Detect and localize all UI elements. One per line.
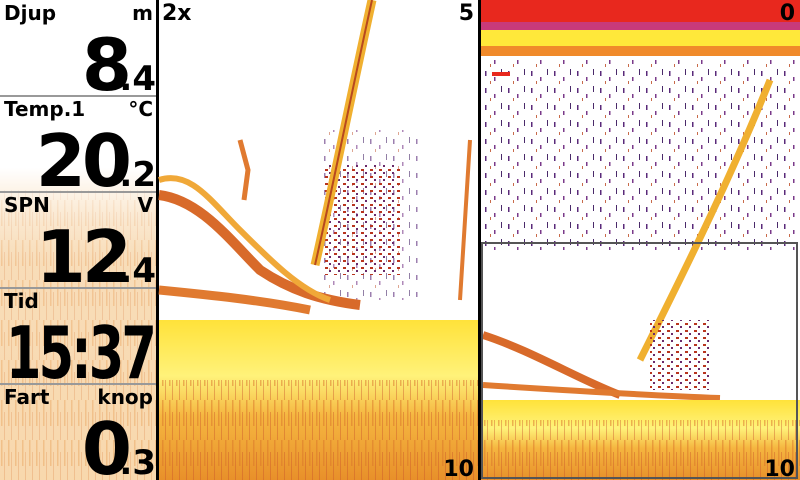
- depth-bottom: 10: [443, 457, 474, 480]
- readout-label: Temp.1: [4, 97, 85, 121]
- readout-value: 0: [82, 407, 129, 480]
- echo-hook: [458, 139, 472, 301]
- depth-bottom: 10: [764, 457, 795, 480]
- row-divider: [0, 95, 157, 97]
- lure-trail-edge: [314, 0, 373, 266]
- sonar-main: 2x 5 10: [158, 0, 479, 480]
- bottom-texture: [481, 420, 800, 480]
- row-divider: [0, 191, 157, 193]
- readout-fraction: .4: [119, 59, 156, 99]
- surface-band: [481, 22, 800, 30]
- readout-unit: °C: [128, 97, 153, 121]
- depth-top: 5: [459, 1, 474, 26]
- depth-top: 0: [780, 1, 795, 26]
- readout-fraction: .3: [119, 443, 156, 480]
- surface-band: [481, 30, 800, 46]
- echo-arc: [481, 331, 622, 399]
- readout-label: SPN: [4, 193, 50, 217]
- readout-value: 15:37: [6, 311, 154, 395]
- readout-value: 8: [82, 23, 128, 107]
- readout-value: 20: [36, 119, 129, 203]
- echo-arc: [158, 285, 311, 315]
- zoom-box: [481, 242, 798, 479]
- readout-value: 12: [36, 215, 128, 299]
- readout-fraction: .2: [119, 155, 156, 195]
- readout-label: Tid: [4, 289, 39, 313]
- divider: [478, 0, 481, 480]
- row-divider: [0, 383, 157, 385]
- echo: [492, 72, 510, 76]
- fish-cloud: [325, 165, 400, 275]
- readout-label: Djup: [4, 1, 56, 25]
- bottom-texture: [159, 380, 479, 480]
- readout-fraction: .4: [119, 251, 156, 291]
- echo-hook: [237, 139, 251, 201]
- panel-fade: [0, 0, 157, 480]
- divider: [156, 0, 159, 480]
- readout-unit: m: [132, 1, 153, 25]
- zoom-label: 2x: [162, 1, 192, 26]
- echo-arc: [158, 175, 332, 303]
- surface-band: [481, 0, 800, 22]
- readout-unit: knop: [97, 385, 153, 409]
- sonar-full: 0 10: [481, 0, 800, 480]
- row-divider: [0, 287, 157, 289]
- clutter: [481, 60, 800, 250]
- readout-unit: V: [138, 193, 154, 217]
- echo-arc: [482, 382, 721, 401]
- fish-cloud: [650, 320, 710, 390]
- surface-band: [481, 46, 800, 56]
- readout-label: Fart: [4, 385, 50, 409]
